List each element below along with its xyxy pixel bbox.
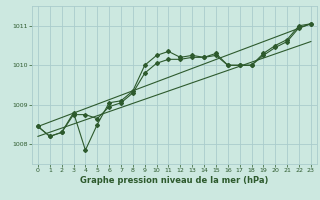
X-axis label: Graphe pression niveau de la mer (hPa): Graphe pression niveau de la mer (hPa) (80, 176, 268, 185)
